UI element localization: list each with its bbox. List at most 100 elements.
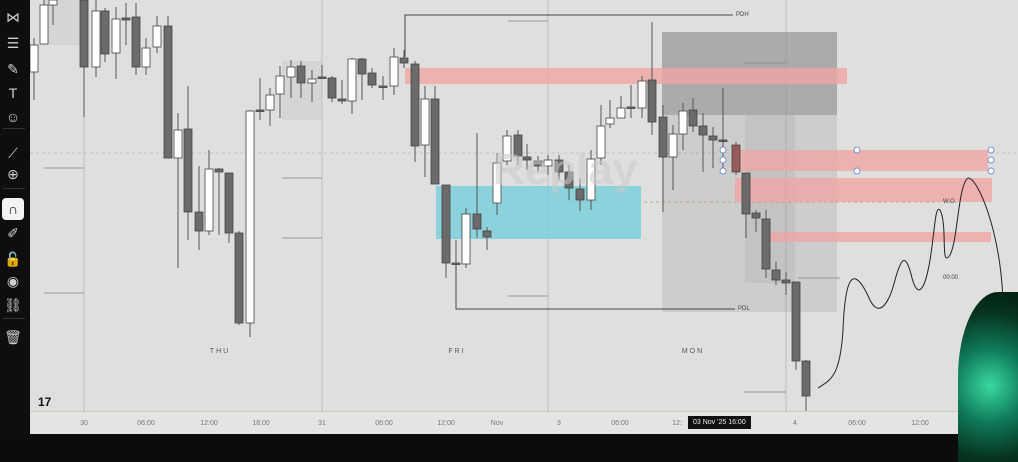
pattern-icon: ⋈: [6, 9, 20, 25]
pdl-line: [455, 263, 735, 310]
bullish-candle: [91, 10, 101, 68]
zoom-in-tool-button[interactable]: ⊕: [2, 163, 24, 185]
tradingview-logo: 17: [38, 395, 52, 409]
time-tick-label: 18:00: [252, 420, 270, 427]
time-tick-label: 12:00: [200, 420, 218, 427]
bullish-candle: [502, 135, 512, 162]
bearish-candle: [626, 106, 636, 109]
trash-tool-button[interactable]: 🗑: [2, 326, 24, 348]
drawing-handle: [987, 156, 995, 164]
bearish-candle: [482, 230, 492, 238]
fib-tool-button[interactable]: ☰: [2, 32, 24, 54]
drawing-handle: [719, 156, 727, 164]
bearish-candle: [327, 77, 337, 99]
day-label-mon: MON: [681, 348, 705, 355]
drawing-handle: [987, 167, 995, 175]
bearish-candle: [771, 269, 781, 281]
bullish-candle: [420, 98, 430, 146]
bearish-candle: [791, 281, 801, 362]
bullish-candle: [48, 0, 58, 6]
bearish-candle: [234, 232, 244, 324]
emoji-tool-button[interactable]: ☺: [2, 106, 24, 128]
bearish-candle: [522, 156, 532, 161]
bearish-candle: [718, 139, 728, 142]
bullish-candle: [616, 107, 626, 119]
bullish-candle: [605, 117, 615, 125]
bullish-candle: [678, 110, 688, 135]
time-tick-label: 06:00: [848, 420, 866, 427]
time-tick-label: 31: [318, 420, 326, 427]
bearish-candle: [731, 144, 741, 173]
magnet-icon: ∩: [7, 201, 19, 217]
bullish-candle: [39, 4, 49, 45]
bullish-candle: [275, 75, 285, 95]
supply-zone: [770, 232, 991, 242]
drawing-handle: [719, 146, 727, 154]
bearish-candle: [533, 160, 543, 167]
time-tick-label: 06:00: [137, 420, 155, 427]
time-tick-label: 30: [80, 420, 88, 427]
bullish-candle: [543, 159, 553, 167]
bearish-candle: [410, 63, 420, 147]
lock-icon: 🔓: [4, 251, 22, 267]
time-tick-label: 4: [793, 420, 797, 427]
time-tick-label: 12:00: [911, 420, 929, 427]
bullish-candle: [461, 213, 471, 265]
bullish-candle: [492, 162, 502, 204]
toolbar-divider: [3, 128, 25, 129]
bearish-candle: [751, 212, 761, 219]
bearish-candle: [781, 279, 791, 284]
bullish-candle: [141, 47, 151, 68]
time-tick-label: 3: [557, 420, 561, 427]
ruler-tool-button[interactable]: ⟋: [2, 142, 24, 164]
bearish-candle: [399, 57, 409, 64]
toolbar-divider: [3, 318, 25, 319]
time-annotation: 00:00: [943, 275, 959, 281]
bearish-candle: [430, 98, 440, 185]
bullish-candle: [347, 58, 357, 102]
bullish-candle: [637, 80, 647, 109]
bullish-candle: [152, 25, 162, 48]
bullish-candle: [204, 168, 214, 232]
lock-drawings-icon: ✐: [7, 225, 19, 241]
supply-zone: [735, 178, 992, 202]
link-tool-button[interactable]: ⛓: [2, 294, 24, 316]
bullish-candle: [265, 94, 275, 111]
bearish-candle: [163, 25, 173, 159]
bearish-candle: [255, 109, 265, 112]
bearish-candle: [554, 159, 564, 173]
bearish-candle: [224, 172, 234, 234]
lock-drawings-tool-button[interactable]: ✐: [2, 222, 24, 244]
lock-tool-button[interactable]: 🔓: [2, 248, 24, 270]
day-label-thu: THU: [209, 348, 231, 355]
brush-tool-button[interactable]: ✎: [2, 58, 24, 80]
pdh-label: PDH: [736, 12, 749, 18]
bearish-candle: [801, 360, 811, 397]
time-axis[interactable]: 03 Nov '25 16:00 30 06:00 12:00 18:00 31 06:0…: [30, 411, 965, 434]
bullish-candle: [596, 125, 606, 159]
eye-tool-button[interactable]: ◉: [2, 270, 24, 292]
link-icon: ⛓: [4, 297, 22, 313]
bearish-candle: [378, 85, 388, 88]
bearish-candle: [761, 218, 771, 270]
bearish-candle: [658, 116, 668, 158]
drawing-handle: [853, 146, 861, 154]
bullish-candle: [111, 18, 121, 54]
wo-label: W.O.: [943, 199, 957, 205]
bearish-candle: [337, 98, 347, 102]
magnet-tool-button[interactable]: ∩: [2, 198, 24, 220]
time-tick-label: 06:00: [611, 420, 629, 427]
text-tool-button[interactable]: T: [2, 82, 24, 104]
bearish-candle: [708, 135, 718, 141]
day-label-fri: FRI: [448, 348, 466, 355]
bearish-candle: [317, 76, 327, 79]
supply-zone: [736, 150, 988, 171]
drawing-handle: [987, 146, 995, 154]
bearish-candle: [79, 0, 89, 68]
bearish-candle: [214, 168, 224, 173]
pattern-tool-button[interactable]: ⋈: [2, 6, 24, 28]
chart-canvas[interactable]: [30, 0, 1018, 434]
webcam-overlay: [958, 292, 1018, 462]
chart-pane[interactable]: Replay PDH PDL W.O. 00:00 THU FRI MON 17: [30, 0, 1018, 434]
emoji-icon: ☺: [5, 109, 21, 125]
